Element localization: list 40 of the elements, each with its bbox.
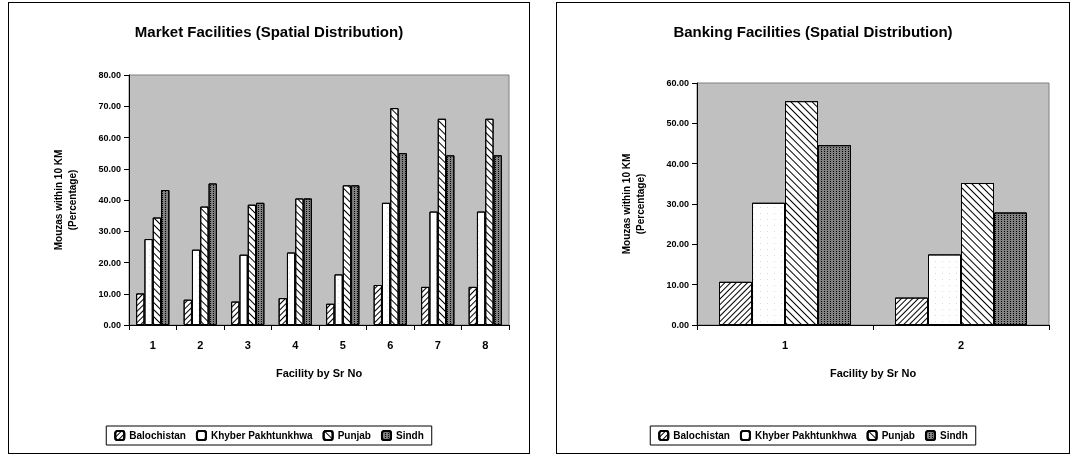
y-tick-label: 10.00 xyxy=(98,288,121,299)
x-tick-label: 1 xyxy=(149,338,156,351)
y-tick-label: 40.00 xyxy=(98,195,121,205)
y-tick-label: 40.00 xyxy=(666,158,689,169)
legend-label: Sindh xyxy=(395,430,424,441)
y-axis-title: Mouzas within 10 KM (Percentage) xyxy=(52,149,78,251)
legend-label: Khyber Pakhtunkhwa xyxy=(210,430,314,441)
x-tick-label: 2 xyxy=(197,338,204,351)
x-tick-label: 8 xyxy=(482,338,489,351)
legend-label: Khyber Pakhtunkhwa xyxy=(754,430,858,441)
x-tick-label: 2 xyxy=(957,338,965,351)
x-tick-label: 6 xyxy=(387,338,394,351)
legend-label: Punjab xyxy=(337,430,371,441)
y-tick-label: 30.00 xyxy=(666,199,689,209)
x-tick-label: 4 xyxy=(292,338,300,351)
y-tick-label: 30.00 xyxy=(98,226,121,237)
x-axis-title: Facility by Sr No xyxy=(829,366,917,379)
x-tick-label: 5 xyxy=(339,338,346,351)
y-tick-label: 70.00 xyxy=(98,101,121,112)
chart-title: Market Facilities (Spatial Distribution) xyxy=(134,23,404,40)
legend-label: Balochistan xyxy=(129,430,186,441)
y-tick-label: 50.00 xyxy=(666,118,689,129)
x-tick-label: 1 xyxy=(781,338,789,351)
y-tick-label: 20.00 xyxy=(98,257,121,268)
y-tick-label: 60.00 xyxy=(98,132,121,143)
y-tick-label: 80.00 xyxy=(98,70,121,80)
y-tick-label: 0.00 xyxy=(671,320,689,330)
x-axis-title: Facility by Sr No xyxy=(275,366,363,379)
legend-label: Sindh xyxy=(939,430,968,441)
legend-label: Balochistan xyxy=(673,430,730,441)
y-tick-label: 20.00 xyxy=(666,239,689,250)
legend-label: Punjab xyxy=(881,430,915,441)
y-tick-label: 50.00 xyxy=(98,163,121,174)
y-tick-label: 60.00 xyxy=(666,78,689,88)
x-tick-label: 3 xyxy=(244,338,251,351)
chart-title: Banking Facilities (Spatial Distribution) xyxy=(673,23,953,40)
y-axis-title: Mouzas within 10 KM (Percentage) xyxy=(620,153,646,255)
x-tick-label: 7 xyxy=(434,338,441,351)
y-tick-label: 0.00 xyxy=(103,320,121,330)
y-tick-label: 10.00 xyxy=(666,279,689,290)
